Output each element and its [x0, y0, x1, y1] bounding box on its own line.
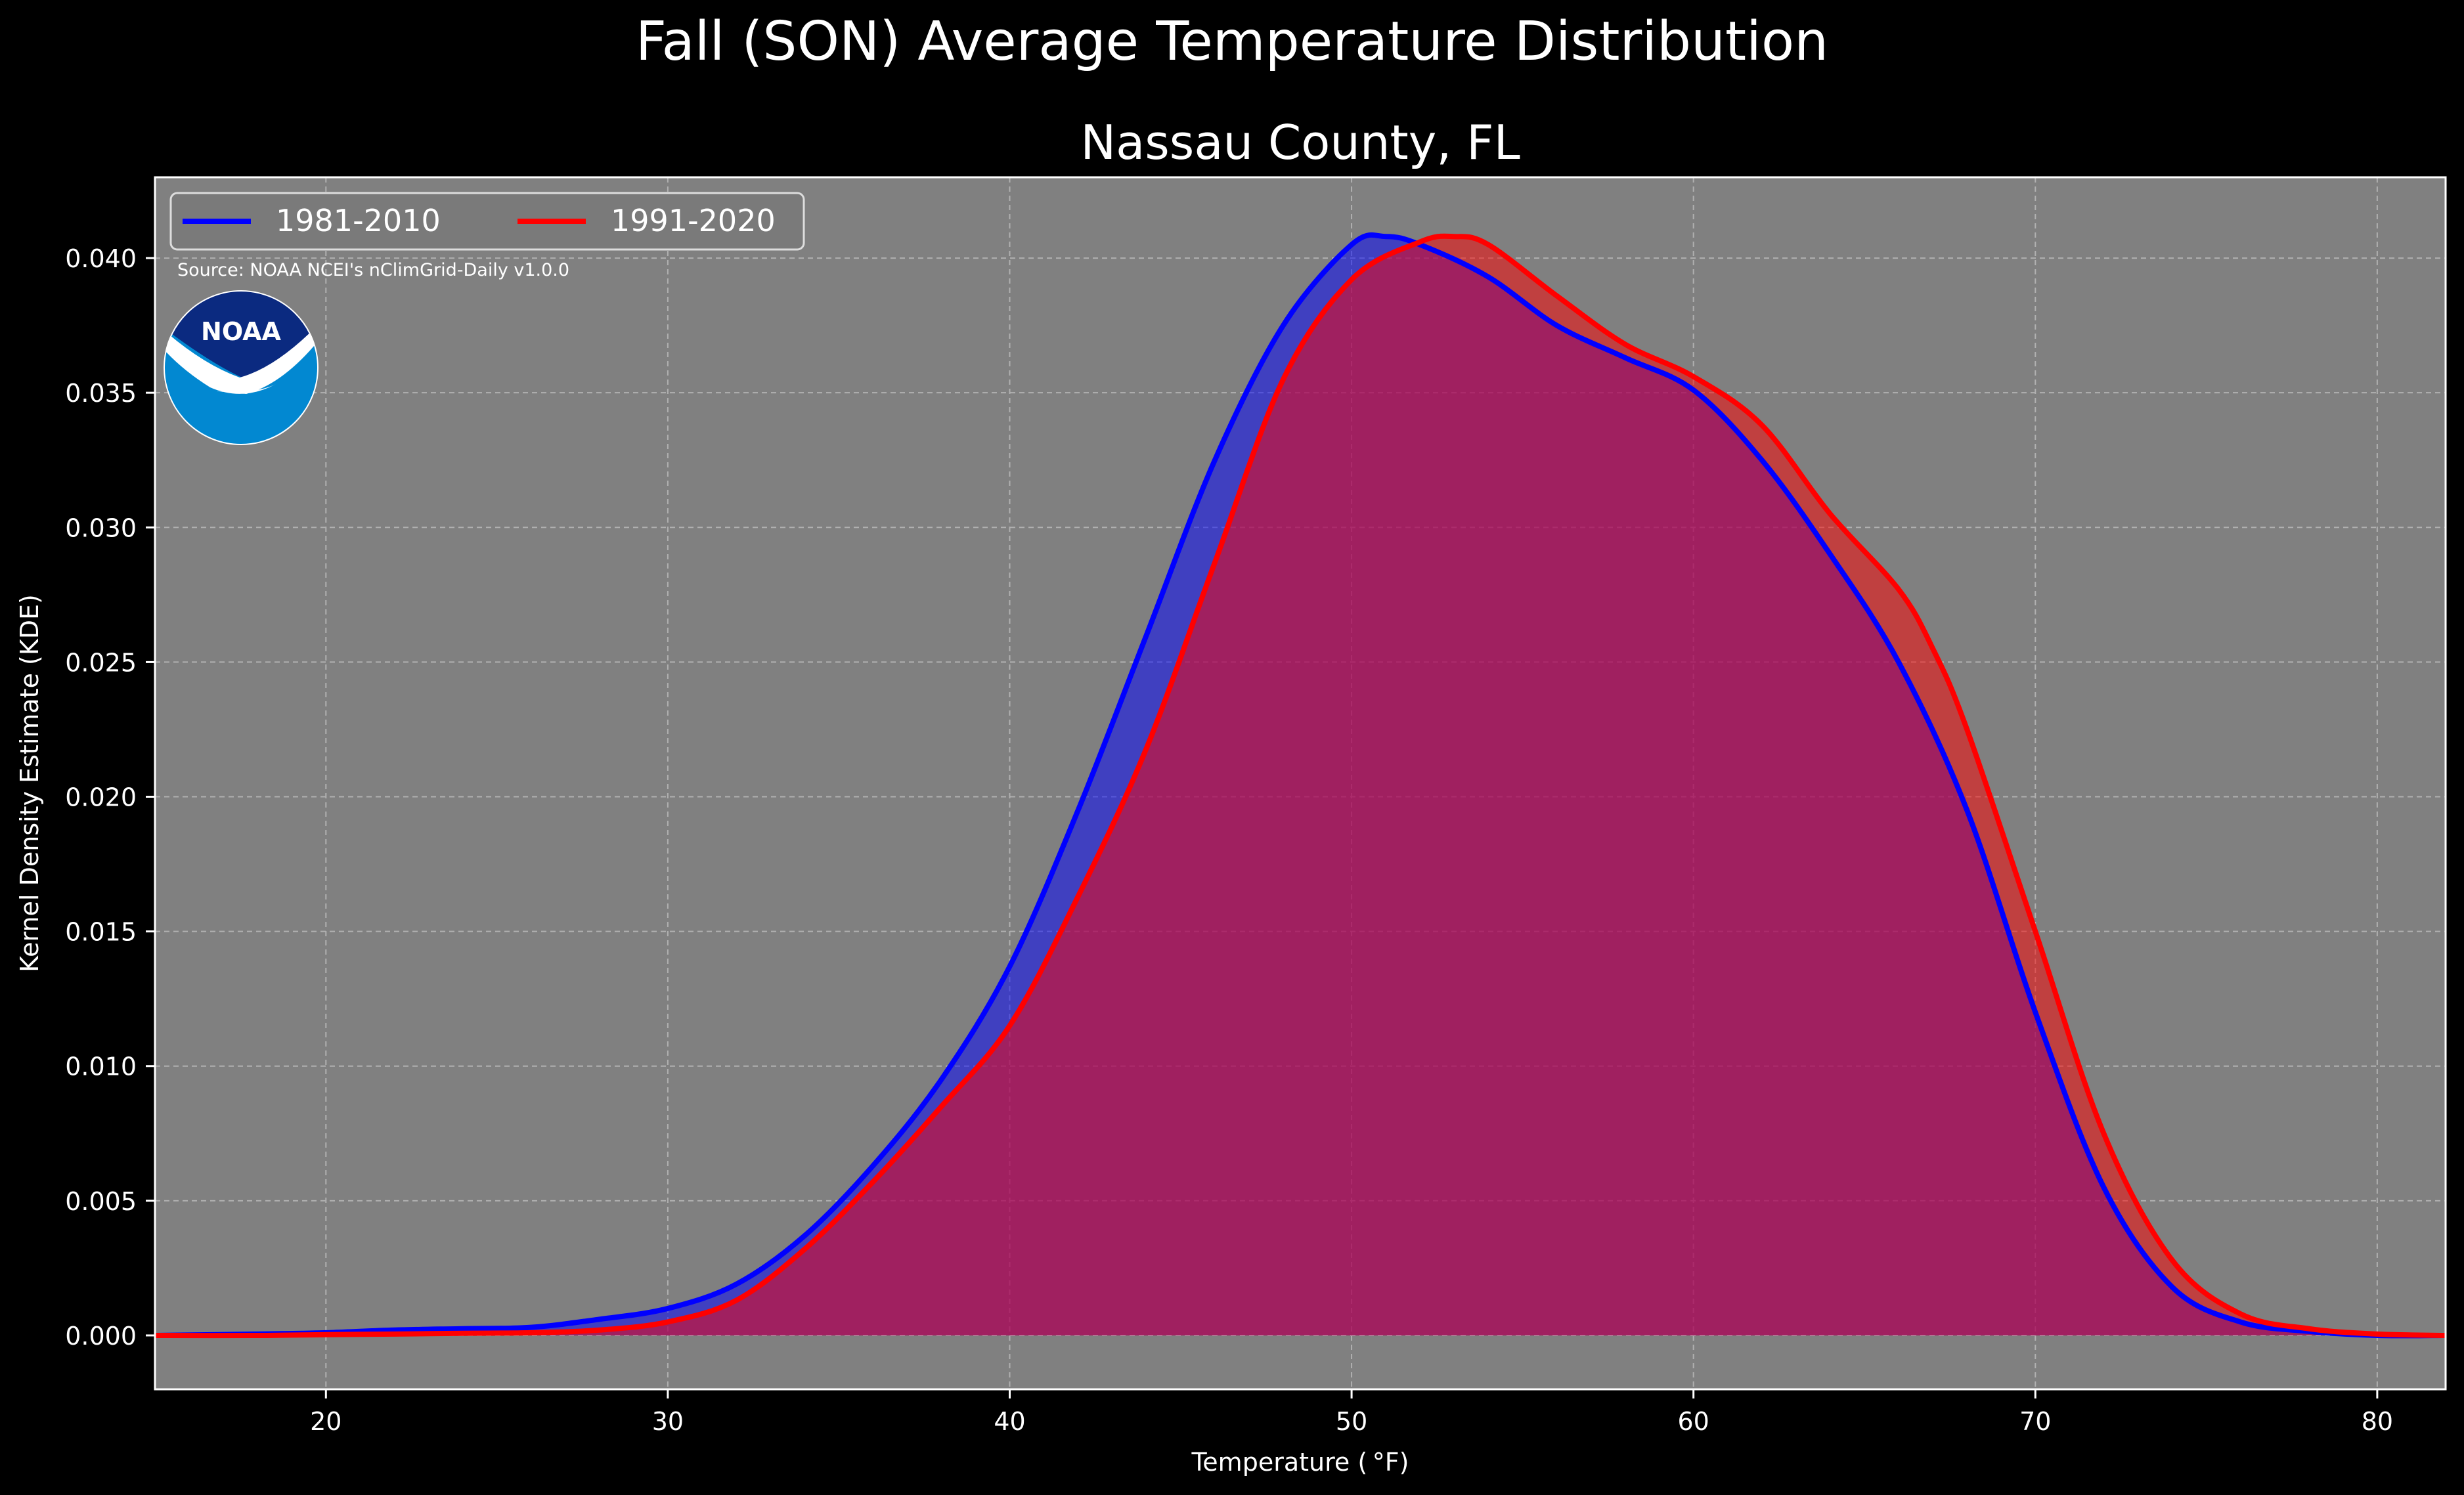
series-2-area	[155, 236, 2446, 1336]
legend: 1981-2010 1991-2020	[169, 192, 805, 251]
logo-wave	[165, 325, 318, 394]
y-tick-label: 0.010	[65, 1052, 137, 1081]
y-tick-label: 0.020	[65, 783, 137, 812]
legend-label-2: 1991-2020	[611, 203, 776, 238]
y-tick-label: 0.025	[65, 648, 137, 677]
y-tick-label: 0.015	[65, 918, 137, 947]
y-tick-label: 0.040	[65, 244, 137, 273]
y-tick-label: 0.000	[65, 1322, 137, 1351]
x-tick-label: 30	[652, 1407, 684, 1436]
x-tick-label: 60	[1678, 1407, 1709, 1436]
legend-label-1: 1981-2010	[276, 203, 441, 238]
series-2-line	[155, 233, 2446, 1339]
x-tick-label: 80	[2362, 1407, 2393, 1436]
x-axis-label: Temperature ( °F)	[1191, 1448, 1409, 1477]
y-tick-label: 0.005	[65, 1187, 137, 1216]
noaa-logo-icon: NOAA	[164, 290, 319, 445]
x-tick-label: 70	[2019, 1407, 2051, 1436]
series-1-line	[155, 232, 2446, 1339]
x-tick-label: 20	[310, 1407, 341, 1436]
plot-series	[155, 232, 2446, 1339]
y-axis-label: Kernel Density Estimate (KDE)	[15, 594, 44, 972]
y-tick-label: 0.030	[65, 513, 137, 542]
x-tick-label: 40	[994, 1407, 1025, 1436]
y-tick-label: 0.035	[65, 379, 137, 408]
axes-frame	[154, 176, 2447, 1391]
chart-title: Nassau County, FL	[1080, 115, 1520, 170]
logo-text: NOAA	[201, 317, 281, 346]
logo-ring	[164, 290, 319, 445]
legend-box	[169, 192, 805, 251]
figure-title: Fall (SON) Average Temperature Distribut…	[635, 11, 1829, 73]
x-tick-label: 50	[1336, 1407, 1367, 1436]
source-note: Source: NOAA NCEI's nClimGrid-Daily v1.0…	[177, 260, 569, 280]
